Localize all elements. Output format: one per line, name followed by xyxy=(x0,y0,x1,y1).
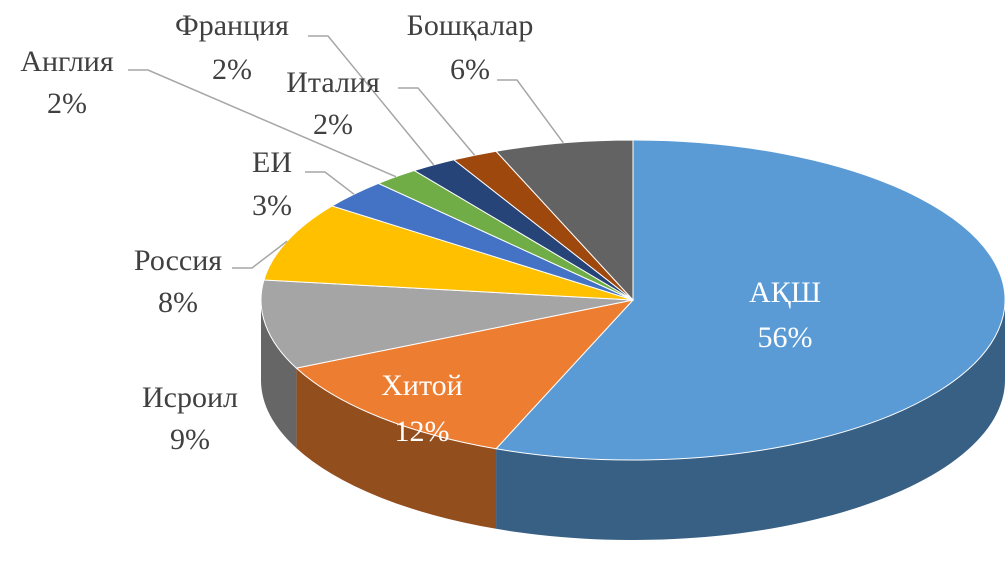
category-label: Англия xyxy=(20,45,114,78)
value-label: 56% xyxy=(758,321,813,354)
leader-line xyxy=(232,240,288,269)
category-label: Бошқалар xyxy=(407,9,534,42)
slice-side xyxy=(296,368,497,529)
category-label: Исроил xyxy=(142,381,238,414)
value-label: 2% xyxy=(47,87,87,120)
leader-line xyxy=(128,69,397,178)
leader-line xyxy=(398,87,476,156)
slice-side xyxy=(496,300,1005,540)
category-label: Франция xyxy=(175,9,289,42)
slice xyxy=(295,299,635,450)
leader-line xyxy=(308,35,435,166)
slice xyxy=(495,139,634,302)
value-label: 9% xyxy=(170,423,210,456)
slice xyxy=(495,139,1006,461)
value-label: 3% xyxy=(252,189,292,222)
leader-line xyxy=(497,79,564,144)
category-label: Италия xyxy=(286,66,380,99)
category-label: ЕИ xyxy=(252,146,292,179)
value-label: 8% xyxy=(158,286,198,319)
value-label: 2% xyxy=(212,53,252,86)
value-label: 12% xyxy=(395,415,450,448)
value-label: 2% xyxy=(313,108,353,141)
value-label: 6% xyxy=(450,53,490,86)
leader-line xyxy=(305,171,355,195)
category-label: АҚШ xyxy=(749,276,821,309)
category-label: Хитой xyxy=(381,369,463,402)
slice xyxy=(260,279,634,369)
slice-side xyxy=(261,300,297,449)
category-label: Россия xyxy=(134,244,222,277)
